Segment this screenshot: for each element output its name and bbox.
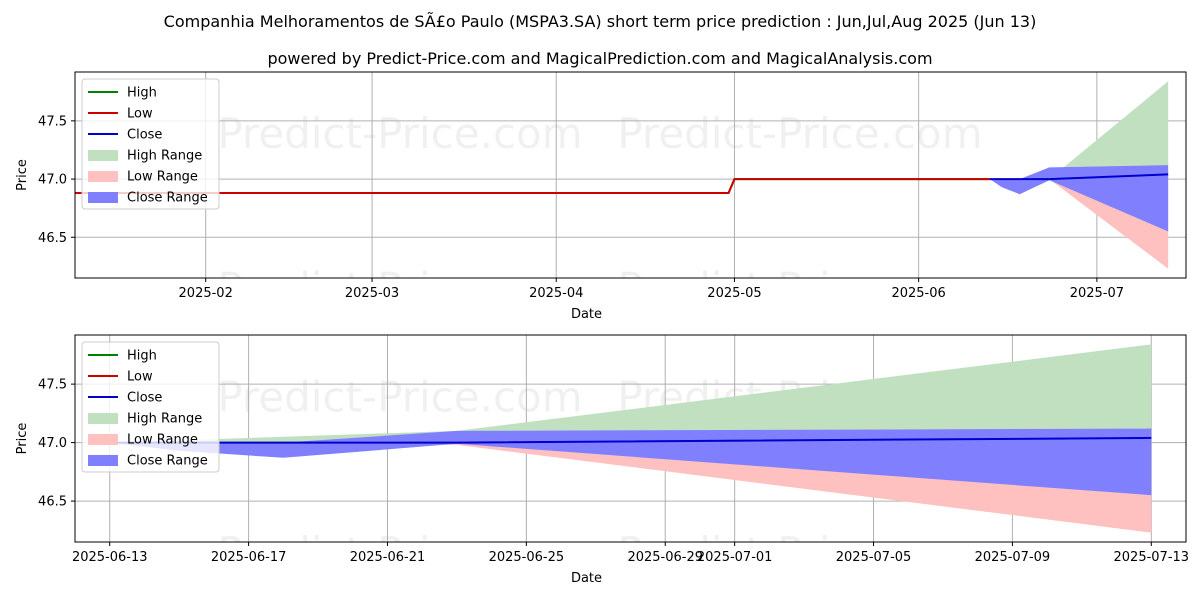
legend-label: Low (127, 107, 153, 122)
legend-label: Low Range (127, 433, 198, 448)
y-axis-label: Price (15, 423, 30, 455)
low-line (75, 178, 990, 195)
high-range-band (109, 344, 1152, 443)
x-tick-label: 2025-03 (345, 286, 399, 301)
legend-label: Close (127, 391, 162, 406)
watermark-text: Predict-Price.com (617, 109, 982, 158)
x-tick-label: 2025-07-13 (1114, 550, 1190, 565)
x-tick-label: 2025-06 (891, 286, 945, 301)
legend-label: High (127, 349, 157, 364)
legend-swatch (88, 150, 118, 161)
x-tick-label: 2025-07-05 (836, 550, 912, 565)
y-tick-label: 47.0 (38, 436, 67, 451)
range-bands (989, 81, 1169, 269)
watermark-text: Predict-Price.com (617, 264, 982, 313)
y-tick-label: 47.5 (38, 378, 67, 393)
x-tick-label: 2025-06-21 (350, 550, 426, 565)
watermark-text: Predict-Price.com (217, 528, 582, 577)
x-axis-label: Date (571, 307, 602, 322)
legend-label: High (127, 86, 157, 101)
close-line (989, 173, 1169, 181)
x-tick-label: 2025-07 (1070, 286, 1124, 301)
watermark-text: Predict-Price.com (617, 528, 982, 577)
x-tick-label: 2025-06-29 (627, 550, 703, 565)
plot-background (75, 72, 1186, 278)
chart-subtitle: powered by Predict-Price.com and Magical… (267, 49, 933, 68)
low-range-band (1049, 179, 1169, 269)
legend-label: High Range (127, 149, 202, 164)
y-tick-label: 47.0 (38, 173, 67, 188)
legend-label: Close (127, 128, 162, 143)
legend-label: High Range (127, 412, 202, 427)
chart-title: Companhia Melhoramentos de SÃ£o Paulo (M… (163, 12, 1037, 31)
legend-swatch (88, 192, 118, 203)
legend: High Low Close High Range Low Range Close Ran… (81, 78, 220, 210)
range-bands (109, 344, 1152, 533)
legend-label: Low (127, 370, 153, 385)
high-range-band (1049, 81, 1169, 180)
x-tick-label: 2025-06-17 (211, 550, 287, 565)
legend-swatch (88, 455, 118, 466)
x-tick-label: 2025-06-25 (489, 550, 565, 565)
legend-swatch (88, 413, 118, 424)
legend: High Low Close High Range Low Range Close Ran… (81, 341, 220, 473)
x-tick-label: 2025-04 (529, 286, 583, 301)
plot-forecast-detail: Predict-Price.com Predict-Price.com Predic… (15, 334, 1190, 586)
watermark-text: Predict-Price.com (217, 373, 582, 422)
y-tick-label: 46.5 (38, 231, 67, 246)
legend-label: Close Range (127, 454, 208, 469)
x-tick-label: 2025-02 (179, 286, 233, 301)
plot-overview: Predict-Price.com Predict-Price.com Predic… (15, 71, 1187, 322)
y-tick-label: 46.5 (38, 495, 67, 510)
legend-swatch (88, 171, 118, 182)
watermark-text: Predict-Price.com (217, 109, 582, 158)
x-tick-label: 2025-07-09 (975, 550, 1051, 565)
watermark-text: Predict-Price.com (217, 264, 582, 313)
close-range-band (109, 428, 1152, 496)
legend-swatch (88, 434, 118, 445)
plot-frame (74, 71, 1187, 279)
x-tick-label: 2025-06-13 (72, 550, 148, 565)
close-range-band (989, 165, 1169, 232)
legend-label: Low Range (127, 170, 198, 185)
low-range-band (109, 442, 1152, 533)
y-tick-label: 47.5 (38, 114, 67, 129)
plot-frame (74, 334, 1187, 543)
x-tick-label: 2025-07-01 (697, 550, 773, 565)
series-lines (75, 173, 1169, 195)
y-axis-label: Price (15, 159, 30, 191)
x-axis-label: Date (571, 571, 602, 586)
legend-label: Close Range (127, 191, 208, 206)
x-tick-label: 2025-05 (707, 286, 761, 301)
